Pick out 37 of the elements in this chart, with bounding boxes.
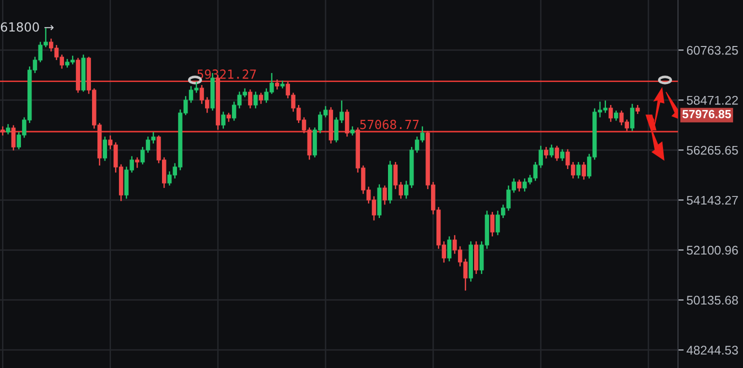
candlestick [614, 110, 618, 122]
candlestick [226, 112, 231, 122]
candlestick [6, 123, 10, 135]
candlestick [554, 145, 560, 162]
ref-line-label: 59321.27 [197, 69, 256, 79]
candlestick [549, 144, 554, 158]
y-tick-label: 48244.53 [686, 346, 738, 355]
candlestick [350, 126, 355, 136]
candlestick [11, 124, 16, 152]
annotation: 61800 → [0, 22, 54, 32]
candlestick [102, 136, 108, 162]
y-tick-label: 52100.96 [686, 246, 738, 255]
candlestick [447, 236, 452, 262]
candlestick [576, 161, 581, 180]
candlestick [221, 111, 226, 130]
candlestick [258, 92, 264, 104]
candlestick [382, 184, 387, 206]
y-tick-label: 56265.65 [686, 146, 738, 155]
text: 57976.85 [682, 110, 731, 118]
candlestick [608, 104, 613, 122]
y-tick-label: 50135.68 [686, 296, 738, 305]
candlestick [544, 146, 548, 160]
candlestick [274, 78, 280, 90]
candlestick [517, 178, 522, 192]
candlestick [344, 108, 350, 138]
candlestick [135, 156, 140, 168]
candlestick [630, 103, 634, 132]
ref-line-label: 57068.77 [360, 120, 419, 130]
candlestick [560, 148, 564, 162]
y-tick-label: 54143.27 [686, 196, 738, 205]
candlestick [582, 161, 586, 180]
candlestick [253, 91, 258, 109]
candlestick [490, 211, 494, 238]
y-tick-label: 60763.25 [686, 46, 738, 55]
y-tick-label: 58471.22 [686, 96, 738, 105]
candlestick [0, 126, 5, 136]
candlestick [248, 88, 252, 109]
